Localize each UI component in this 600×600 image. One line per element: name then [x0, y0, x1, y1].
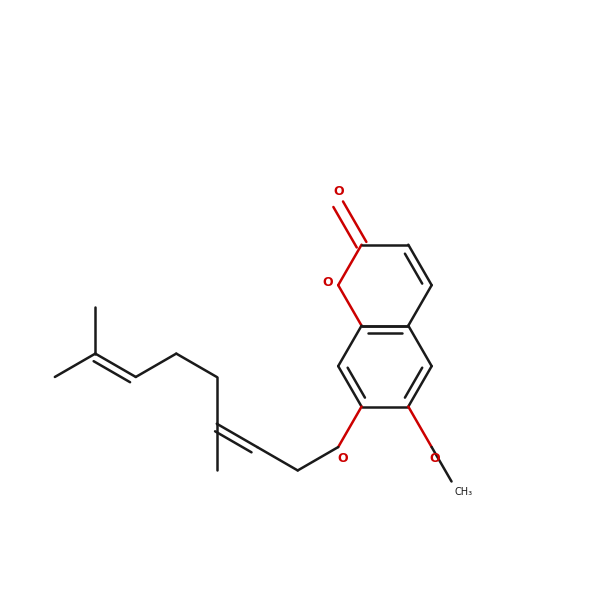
Text: CH₃: CH₃ [454, 487, 473, 497]
Text: O: O [323, 276, 333, 289]
Text: O: O [429, 452, 440, 465]
Text: O: O [333, 185, 344, 198]
Text: O: O [337, 452, 348, 465]
